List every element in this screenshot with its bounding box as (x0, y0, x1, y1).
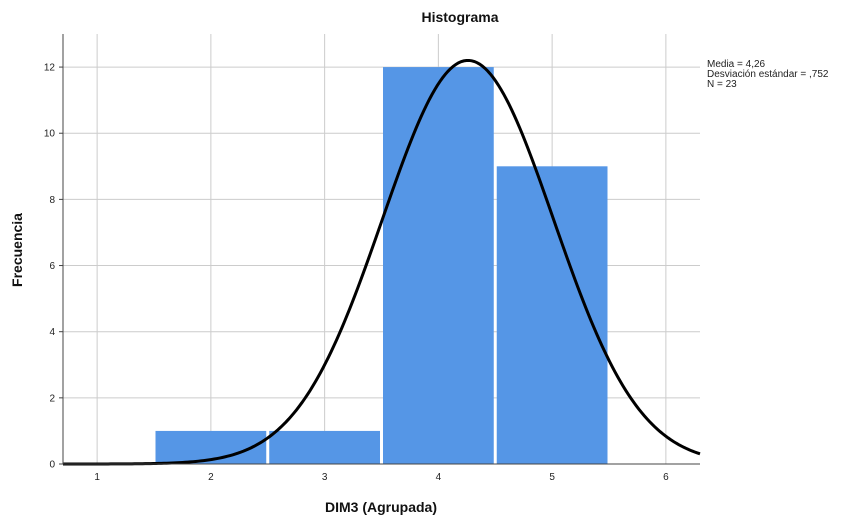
x-axis-label: DIM3 (Agrupada) (325, 499, 437, 515)
y-axis-label: Frecuencia (9, 213, 25, 287)
y-tick-label: 8 (49, 195, 55, 206)
x-tick-labels: 1 2 3 4 5 6 (94, 472, 669, 483)
y-tick-label: 4 (49, 327, 55, 338)
normal-curve (63, 58, 701, 466)
histogram-bar (269, 430, 380, 464)
x-tick-label: 1 (94, 472, 100, 483)
y-tick-labels: 0 2 4 6 8 10 12 (44, 63, 63, 471)
stats-sd: Desviación estándar = ,752 (707, 69, 829, 80)
y-tick-label: 2 (49, 393, 55, 404)
y-tick-label: 6 (49, 261, 55, 272)
x-tick-label: 5 (549, 472, 555, 483)
stats-box: Media = 4,26 Desviación estándar = ,752 … (707, 59, 829, 90)
x-tick-label: 2 (208, 472, 214, 483)
axes (62, 34, 700, 465)
x-tick-label: 6 (663, 472, 669, 483)
y-tick-label: 10 (44, 129, 56, 140)
stats-n: N = 23 (707, 79, 737, 90)
y-tick-label: 0 (49, 460, 55, 471)
chart-title: Histograma (421, 9, 498, 25)
histogram-bar (383, 67, 494, 465)
x-tick-label: 4 (436, 472, 442, 483)
stats-mean: Media = 4,26 (707, 59, 766, 70)
x-tick-label: 3 (322, 472, 328, 483)
y-tick-label: 12 (44, 63, 56, 74)
